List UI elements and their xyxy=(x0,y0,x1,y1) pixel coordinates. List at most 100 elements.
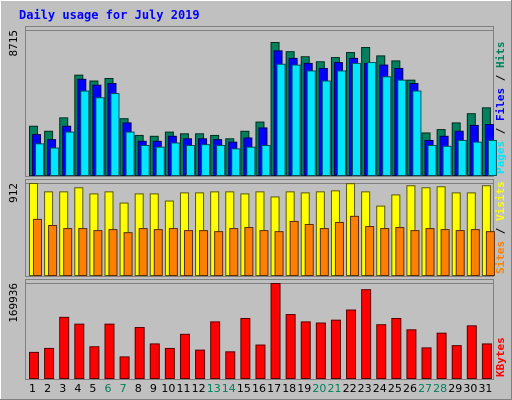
series-axis-label-part: Sites xyxy=(494,241,507,274)
bar-kbytes-day-9 xyxy=(149,343,160,379)
bar-kbytes-day-18 xyxy=(285,314,296,379)
bar-kbytes-day-20 xyxy=(315,322,326,380)
chart-title: Daily usage for July 2019 xyxy=(19,8,200,22)
series-axis-label: Pages / Files / Hits xyxy=(494,42,507,175)
panel-hits-files-pages: 8715 Pages / Files / Hits xyxy=(7,26,507,177)
bar-sites-day-17 xyxy=(274,231,284,276)
bar-pages-day-20 xyxy=(321,80,331,176)
series-axis-label-part: / xyxy=(494,68,507,88)
day-label-18: 18 xyxy=(282,382,296,395)
series-axis-label-part: / xyxy=(494,221,507,241)
bar-kbytes-day-13 xyxy=(210,321,221,379)
bar-pages-day-10 xyxy=(170,142,180,177)
bar-sites-day-10 xyxy=(168,228,178,277)
bar-sites-day-29 xyxy=(455,230,465,277)
day-label-12: 12 xyxy=(192,382,206,395)
panel-visits-sites: 912 Sites / Visits xyxy=(7,179,507,277)
bar-pages-day-13 xyxy=(216,145,226,177)
bar-kbytes-day-5 xyxy=(89,346,100,379)
day-label-21: 21 xyxy=(327,382,341,395)
bar-kbytes-day-14 xyxy=(225,351,236,380)
bar-sites-day-15 xyxy=(244,227,254,276)
panel-kbytes: 169936 KBytes xyxy=(7,279,507,380)
bar-pages-day-5 xyxy=(95,97,105,176)
bar-sites-day-11 xyxy=(183,230,193,277)
bar-pages-day-11 xyxy=(185,145,195,177)
series-axis-label-part: Pages xyxy=(494,141,507,174)
bar-sites-day-16 xyxy=(259,230,269,277)
bar-pages-day-29 xyxy=(457,139,467,177)
day-label-13: 13 xyxy=(207,382,221,395)
day-label-26: 26 xyxy=(403,382,417,395)
bar-pages-day-8 xyxy=(140,145,150,177)
day-label-25: 25 xyxy=(388,382,402,395)
day-label-6: 6 xyxy=(105,382,112,395)
series-axis-label-part: Files xyxy=(494,88,507,121)
day-label-20: 20 xyxy=(312,382,326,395)
bar-kbytes-day-2 xyxy=(44,347,55,379)
bar-kbytes-day-17 xyxy=(270,283,281,379)
bar-pages-day-23 xyxy=(367,62,377,177)
bar-sites-day-19 xyxy=(304,223,314,277)
day-label-3: 3 xyxy=(59,382,66,395)
day-label-1: 1 xyxy=(29,382,36,395)
bar-sites-day-18 xyxy=(289,220,299,276)
bar-pages-day-1 xyxy=(35,143,44,176)
bar-kbytes-day-28 xyxy=(436,332,447,379)
ymax-label: 8715 xyxy=(7,30,20,57)
bar-pages-day-16 xyxy=(261,145,271,177)
bar-kbytes-day-25 xyxy=(391,317,402,380)
bar-pages-day-3 xyxy=(65,131,75,177)
series-axis-label-part: Hits xyxy=(494,42,507,69)
bar-kbytes-day-27 xyxy=(421,347,432,380)
day-label-8: 8 xyxy=(135,382,142,395)
bar-kbytes-day-22 xyxy=(346,309,357,379)
bar-sites-day-30 xyxy=(470,229,480,276)
chart-panels: 8715 Pages / Files / Hits 912 Sites / Visit… xyxy=(7,26,507,380)
bar-kbytes-day-10 xyxy=(164,347,175,379)
day-label-17: 17 xyxy=(267,382,281,395)
series-axis-label-part: / xyxy=(494,121,507,141)
bar-kbytes-day-3 xyxy=(59,316,70,379)
day-label-9: 9 xyxy=(150,382,157,395)
bar-kbytes-day-8 xyxy=(134,327,145,380)
bar-sites-day-9 xyxy=(153,229,163,276)
day-label-2: 2 xyxy=(44,382,51,395)
bar-sites-day-21 xyxy=(334,221,344,276)
series-axis-label-part: KBytes xyxy=(494,337,507,377)
bar-kbytes-day-16 xyxy=(255,344,266,380)
bar-sites-day-3 xyxy=(63,228,73,277)
ymax-label: 912 xyxy=(7,183,20,203)
bar-sites-day-27 xyxy=(425,228,435,277)
bar-sites-day-26 xyxy=(410,230,420,277)
bar-kbytes-day-29 xyxy=(451,345,462,380)
bar-kbytes-day-31 xyxy=(481,343,492,379)
bar-kbytes-day-11 xyxy=(179,333,190,380)
day-label-7: 7 xyxy=(120,382,127,395)
day-label-10: 10 xyxy=(161,382,175,395)
bar-sites-day-31 xyxy=(485,231,495,276)
day-label-16: 16 xyxy=(252,382,266,395)
day-label-23: 23 xyxy=(358,382,372,395)
bar-sites-day-25 xyxy=(395,227,405,276)
bar-sites-day-12 xyxy=(199,230,209,277)
bar-kbytes-day-6 xyxy=(104,323,115,379)
bar-kbytes-day-23 xyxy=(361,289,372,379)
bar-pages-day-4 xyxy=(80,90,90,176)
bar-sites-day-28 xyxy=(440,229,450,276)
bar-pages-day-7 xyxy=(125,131,135,177)
bar-pages-day-27 xyxy=(427,145,437,177)
bar-pages-day-12 xyxy=(201,144,211,176)
bar-kbytes-day-1 xyxy=(29,351,39,380)
series-axis-label-part: Visits xyxy=(494,181,507,221)
day-label-31: 31 xyxy=(478,382,492,395)
day-label-14: 14 xyxy=(222,382,236,395)
day-label-19: 19 xyxy=(297,382,311,395)
bar-sites-day-8 xyxy=(138,228,148,277)
bar-kbytes-day-24 xyxy=(376,324,387,380)
bar-sites-day-7 xyxy=(123,232,133,277)
bar-pages-day-30 xyxy=(472,141,482,176)
bar-sites-day-1 xyxy=(33,218,42,276)
day-label-4: 4 xyxy=(74,382,81,395)
bar-pages-day-25 xyxy=(397,79,407,176)
